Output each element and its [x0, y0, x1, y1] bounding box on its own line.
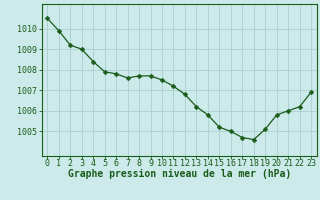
- X-axis label: Graphe pression niveau de la mer (hPa): Graphe pression niveau de la mer (hPa): [68, 169, 291, 179]
